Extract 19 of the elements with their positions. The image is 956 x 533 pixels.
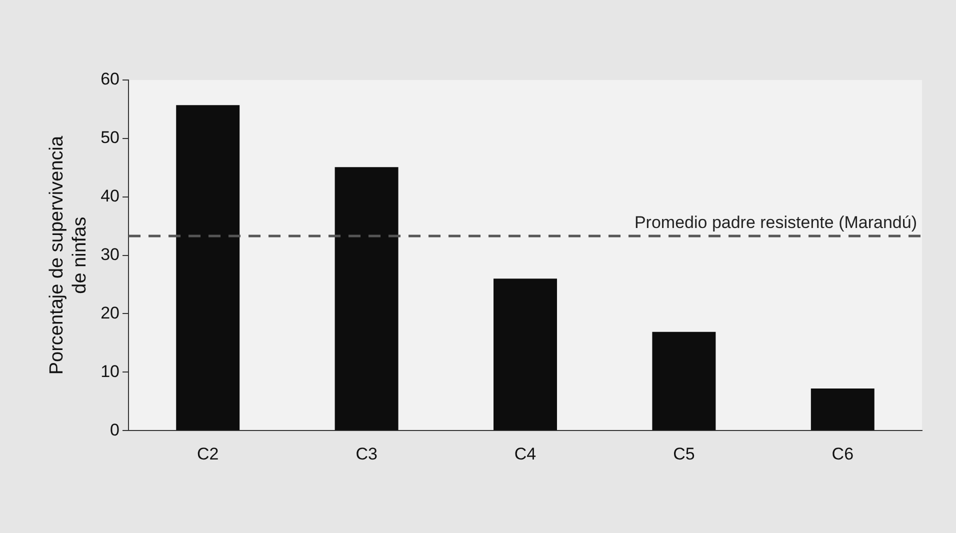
y-tick-label: 20 [100, 303, 120, 322]
y-tick-label: 30 [100, 244, 120, 264]
y-tick-label: 50 [100, 128, 120, 148]
y-tick-label: 10 [100, 362, 120, 381]
bar [810, 388, 874, 430]
ref-line-label: Promedio padre resistente (Marandú) [634, 213, 917, 232]
bar [176, 105, 240, 430]
x-tick-label: C3 [356, 444, 378, 464]
x-tick-label: C5 [673, 444, 695, 464]
x-tick-label: C4 [514, 444, 536, 464]
y-tick-label: 0 [110, 420, 120, 440]
x-tick-label: C2 [196, 444, 219, 464]
bar [494, 278, 557, 430]
y-tick-label: 40 [100, 186, 120, 206]
y-axis-title: Porcentaje de supervivencia de ninfas [46, 136, 90, 375]
y-tick-label: 60 [100, 70, 120, 89]
bar [652, 332, 716, 430]
bar [334, 167, 398, 430]
x-tick-label: C6 [832, 444, 854, 464]
